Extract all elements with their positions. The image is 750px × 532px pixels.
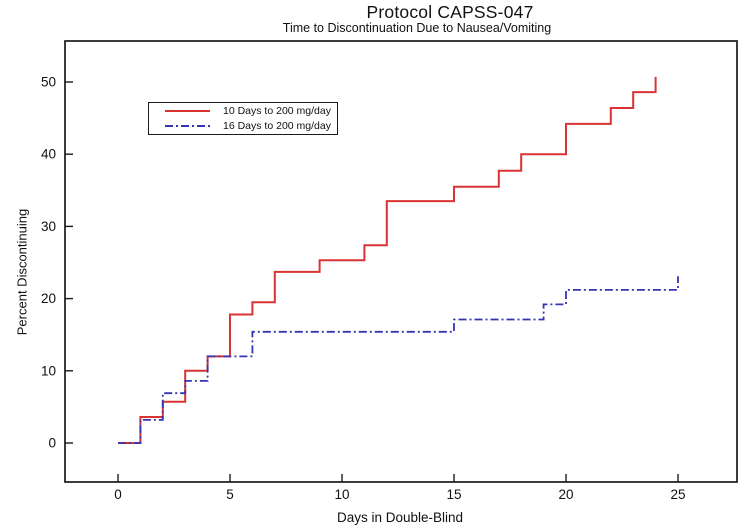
- plot-frame: [64, 40, 738, 483]
- y-tick-label: 10: [41, 363, 56, 378]
- solid-line-swatch-icon: [165, 110, 210, 112]
- legend-label: 16 Days to 200 mg/day: [223, 120, 331, 132]
- x-tick-label: 10: [334, 487, 349, 502]
- x-tick-label: 15: [446, 487, 461, 502]
- y-tick-label: 0: [48, 436, 56, 451]
- chart-title: Protocol CAPSS-047: [366, 2, 534, 22]
- series-line-16-days: [118, 276, 679, 444]
- y-tick-label: 50: [41, 75, 56, 90]
- y-tick-label: 20: [41, 291, 56, 306]
- chart-subtitle: Time to Discontinuation Due to Nausea/Vo…: [282, 21, 552, 35]
- dashdot-line-swatch-icon: [165, 125, 210, 127]
- legend: 10 Days to 200 mg/day 16 Days to 200 mg/…: [148, 102, 338, 135]
- y-tick-label: 30: [41, 219, 56, 234]
- legend-row: 10 Days to 200 mg/day: [165, 105, 337, 117]
- x-tick-label: 0: [114, 487, 122, 502]
- x-axis-label: Days in Double-Blind: [336, 510, 464, 525]
- legend-row: 16 Days to 200 mg/day: [165, 120, 337, 132]
- x-tick-label: 20: [558, 487, 573, 502]
- legend-label: 10 Days to 200 mg/day: [223, 105, 331, 117]
- x-tick-label: 5: [226, 487, 234, 502]
- x-tick-label: 25: [670, 487, 685, 502]
- y-tick-label: 40: [41, 147, 56, 162]
